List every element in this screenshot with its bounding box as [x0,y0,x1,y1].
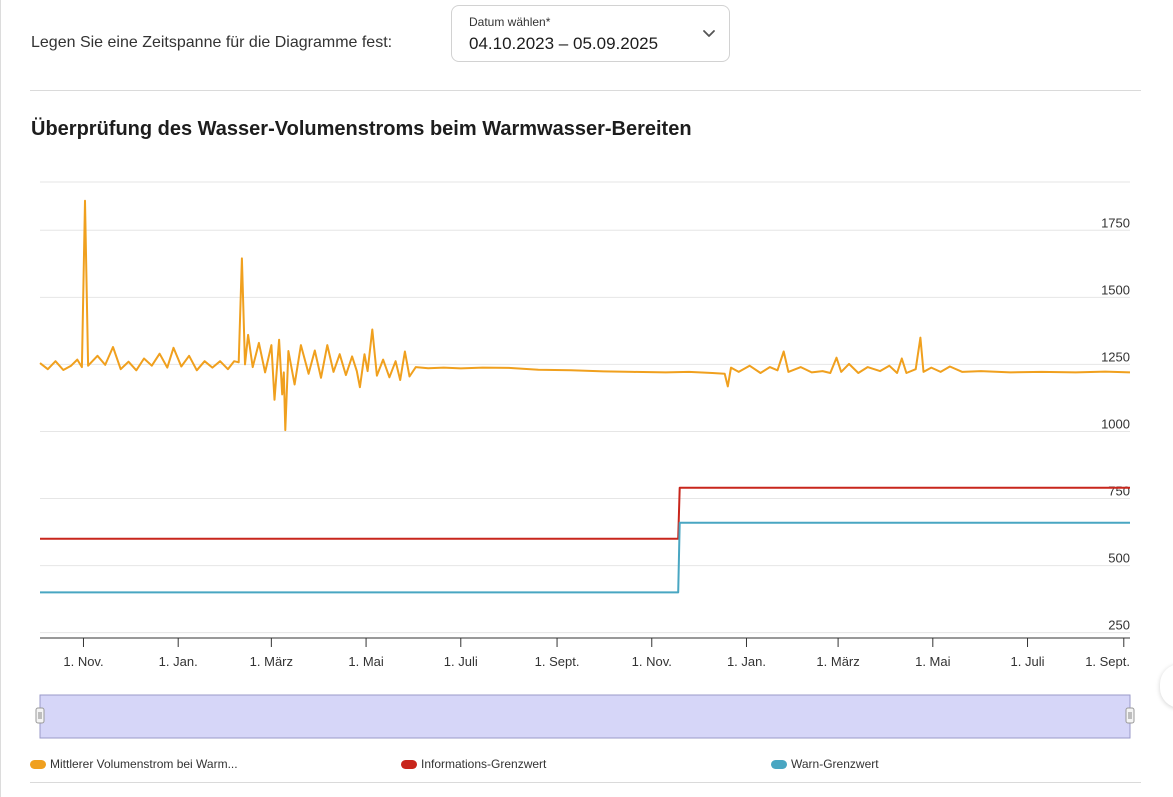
y-tick-label: 1000 [1101,416,1130,431]
navigator-selection[interactable] [39,694,1131,739]
x-tick-label: 1. Jan. [727,654,766,669]
legend-label-warn-threshold: Warn-Grenzwert [791,757,879,771]
legend-swatch-info-threshold [401,759,417,769]
x-tick-label: 1. Mai [348,654,384,669]
range-label: Legen Sie eine Zeitspanne für die Diagra… [31,34,393,51]
date-range-select[interactable]: Datum wählen* 04.10.2023 – 05.09.2025 [451,5,730,62]
legend-item-volume[interactable]: Mittlerer Volumenstrom bei Warm... [30,755,238,773]
series-line-0 [39,199,1131,432]
section-divider [30,90,1141,91]
series-line-1 [40,486,1130,540]
x-tick-label: 1. Juli [1011,654,1045,669]
x-tick-label: 1. Sept. [535,654,580,669]
x-tick-label: 1. Nov. [63,654,103,669]
chevron-down-icon [703,30,715,37]
chart-title: Überprüfung des Wasser-Volumenstroms bei… [31,118,692,140]
x-axis: 1. Nov. 1. Jan. 1. März 1. Mai 1. Juli 1. Sep… [40,637,1130,669]
y-tick-label: 250 [1108,618,1130,633]
y-tick-label: 1750 [1101,215,1130,230]
floating-action-button[interactable] [1160,664,1173,708]
y-tick-label: 1250 [1101,349,1130,364]
x-tick-label: 1. Juli [444,654,478,669]
chart: 250 500 750 1000 1250 1500 1750 1. Nov. 1. Jan.… [35,181,1135,739]
x-tick-label: 1. März [816,654,859,669]
range-navigator[interactable] [35,694,1135,739]
navigator-handle-right[interactable] [1125,707,1135,724]
y-axis-ticks: 250 500 750 1000 1250 1500 1750 [1101,215,1130,632]
y-tick-label: 750 [1108,484,1130,499]
bottom-divider [30,782,1141,783]
navigator-handle-left[interactable] [35,707,45,724]
legend-item-warn-threshold[interactable]: Warn-Grenzwert [771,755,879,773]
series-line-2 [40,521,1130,594]
legend-label-info-threshold: Informations-Grenzwert [421,757,547,771]
x-tick-label: 1. März [250,654,293,669]
legend-swatch-warn-threshold [771,759,787,769]
y-tick-label: 500 [1108,551,1130,566]
date-select-value: 04.10.2023 – 05.09.2025 [469,34,659,53]
x-tick-label: 1. Jan. [159,654,198,669]
y-tick-label: 1500 [1101,282,1130,297]
legend-item-info-threshold[interactable]: Informations-Grenzwert [401,755,546,773]
x-tick-label: 1. Sept. [1085,654,1130,669]
grid-lines [40,181,1130,634]
x-tick-label: 1. Nov. [632,654,672,669]
series-lines [39,199,1131,594]
date-select-label: Datum wählen* [469,15,551,29]
legend-label-volume: Mittlerer Volumenstrom bei Warm... [50,757,238,771]
legend-swatch-volume [30,759,46,769]
x-tick-label: 1. Mai [915,654,951,669]
page-left-border [0,0,1,797]
